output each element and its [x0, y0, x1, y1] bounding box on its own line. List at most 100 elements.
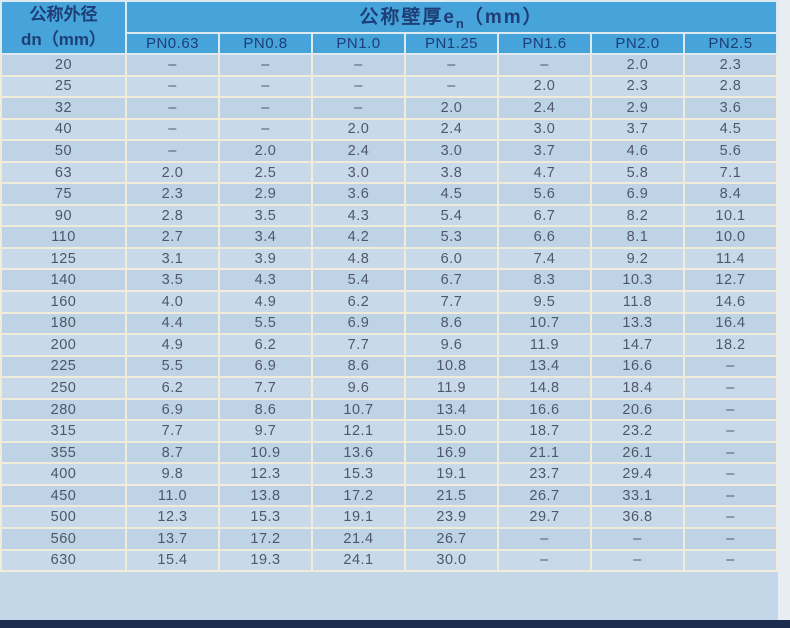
- thickness-value-cell: –: [311, 96, 406, 120]
- thickness-value-cell: –: [590, 548, 685, 573]
- thickness-value-cell: 7.4: [497, 246, 592, 271]
- thickness-value-cell: 6.9: [590, 182, 685, 206]
- thickness-value-cell: 11.8: [590, 290, 685, 314]
- table-row: 250 6.2 7.7 9.6 11.9 14.8 18.4–: [0, 376, 778, 400]
- thickness-value-cell: –: [683, 527, 778, 551]
- thickness-value-cell: 2.4: [404, 117, 499, 142]
- thickness-value-cell: –: [497, 527, 592, 551]
- thickness-value-cell: 21.1: [497, 440, 592, 465]
- thickness-value-cell: –: [125, 117, 220, 142]
- pn-column-header: PN2.5: [683, 31, 778, 55]
- thickness-value-cell: 3.0: [497, 117, 592, 142]
- table-row: 500 12.3 15.3 19.1 23.9 29.7 36.8–: [0, 505, 778, 530]
- thickness-value-cell: –: [311, 74, 406, 99]
- thickness-value-cell: –: [683, 397, 778, 422]
- dn-value-cell: 250: [0, 376, 127, 400]
- thickness-value-cell: 33.1: [590, 483, 685, 508]
- thickness-value-cell: –: [218, 74, 313, 99]
- thickness-value-cell: 8.1: [590, 225, 685, 249]
- dn-header-line1: 公称外径: [29, 4, 98, 24]
- pn-column-header: PN1.25: [404, 31, 499, 55]
- table-row: 225 5.5 6.9 8.6 10.8 13.4 16.6–: [0, 354, 778, 379]
- dn-value-cell: 225: [0, 354, 127, 379]
- thickness-value-cell: 30.0: [404, 548, 499, 573]
- dn-value-cell: 400: [0, 462, 127, 486]
- thickness-value-cell: 10.9: [218, 440, 313, 465]
- thickness-value-cell: –: [683, 354, 778, 379]
- dn-value-cell: 500: [0, 505, 127, 530]
- thickness-value-cell: 9.6: [404, 333, 499, 357]
- thickness-value-cell: 6.0: [404, 246, 499, 271]
- main-header-row: 公称外径 dn（mm） 公称壁厚en（mm）: [0, 0, 778, 55]
- dn-value-cell: 355: [0, 440, 127, 465]
- pn-column-header: PN1.0: [311, 31, 406, 55]
- thickness-value-cell: 8.6: [311, 354, 406, 379]
- thickness-value-cell: 6.2: [125, 376, 220, 400]
- thickness-value-cell: 10.8: [404, 354, 499, 379]
- thickness-value-cell: 4.5: [683, 117, 778, 142]
- thickness-value-cell: 29.7: [497, 505, 592, 530]
- dn-column-header: 公称外径 dn（mm）: [0, 0, 127, 55]
- thickness-value-cell: 11.0: [125, 483, 220, 508]
- thickness-value-cell: 6.2: [218, 333, 313, 357]
- thickness-value-cell: 3.7: [590, 117, 685, 142]
- thickness-value-cell: 6.6: [497, 225, 592, 249]
- thickness-value-cell: 9.8: [125, 462, 220, 486]
- thickness-value-cell: 4.3: [311, 203, 406, 228]
- thickness-value-cell: –: [497, 53, 592, 77]
- thickness-value-cell: 15.3: [311, 462, 406, 486]
- table-row: 560 13.7 17.2 21.4 26.7– – –: [0, 527, 778, 551]
- thickness-value-cell: 15.4: [125, 548, 220, 573]
- wall-thickness-header-text: 公称壁厚e: [359, 7, 456, 29]
- dn-value-cell: 20: [0, 53, 127, 77]
- thickness-value-cell: 18.4: [590, 376, 685, 400]
- thickness-value-cell: 13.6: [311, 440, 406, 465]
- thickness-value-cell: 6.9: [311, 311, 406, 336]
- table-row: 140 3.5 4.3 5.4 6.7 8.3 10.3 12.7: [0, 268, 778, 292]
- thickness-value-cell: 2.4: [311, 139, 406, 163]
- thickness-value-cell: –: [683, 440, 778, 465]
- table-row: 75 2.3 2.9 3.6 4.5 5.6 6.9 8.4: [0, 182, 778, 206]
- thickness-value-cell: 2.4: [497, 96, 592, 120]
- thickness-value-cell: 10.1: [683, 203, 778, 228]
- thickness-value-cell: 4.6: [590, 139, 685, 163]
- thickness-value-cell: 5.3: [404, 225, 499, 249]
- thickness-value-cell: 2.0: [311, 117, 406, 142]
- thickness-value-cell: 5.5: [125, 354, 220, 379]
- thickness-value-cell: 5.6: [497, 182, 592, 206]
- thickness-value-cell: –: [497, 548, 592, 573]
- thickness-value-cell: 2.8: [125, 203, 220, 228]
- thickness-value-cell: 5.8: [590, 160, 685, 185]
- thickness-value-cell: 2.0: [218, 139, 313, 163]
- thickness-value-cell: 23.9: [404, 505, 499, 530]
- thickness-value-cell: 13.4: [404, 397, 499, 422]
- dn-value-cell: 25: [0, 74, 127, 99]
- thickness-value-cell: 26.1: [590, 440, 685, 465]
- dn-value-cell: 140: [0, 268, 127, 292]
- thickness-value-cell: 12.3: [125, 505, 220, 530]
- thickness-value-cell: 3.7: [497, 139, 592, 163]
- thickness-value-cell: –: [683, 419, 778, 443]
- thickness-value-cell: 6.7: [404, 268, 499, 292]
- pn-column-header: PN0.63: [125, 31, 220, 55]
- thickness-value-cell: 8.4: [683, 182, 778, 206]
- dn-value-cell: 560: [0, 527, 127, 551]
- thickness-value-cell: –: [683, 376, 778, 400]
- table-body: 20– – – – –2.0 2.3 25– – – –2.0 2.3 2.8 32– – –2.0 2.4 2…: [0, 53, 778, 573]
- thickness-value-cell: 23.7: [497, 462, 592, 486]
- thickness-value-cell: 6.7: [497, 203, 592, 228]
- dn-value-cell: 110: [0, 225, 127, 249]
- table-row: 50–2.0 2.4 3.0 3.7 4.6 5.6: [0, 139, 778, 163]
- table-row: 280 6.9 8.6 10.7 13.4 16.6 20.6–: [0, 397, 778, 422]
- table-row: 450 11.0 13.8 17.2 21.5 26.7 33.1–: [0, 483, 778, 508]
- table-row: 63 2.0 2.5 3.0 3.8 4.7 5.8 7.1: [0, 160, 778, 185]
- thickness-value-cell: 19.1: [311, 505, 406, 530]
- thickness-value-cell: 8.6: [218, 397, 313, 422]
- dn-value-cell: 125: [0, 246, 127, 271]
- thickness-value-cell: 18.7: [497, 419, 592, 443]
- thickness-value-cell: 7.1: [683, 160, 778, 185]
- pn-column-header: PN0.8: [218, 31, 313, 55]
- dn-value-cell: 50: [0, 139, 127, 163]
- thickness-value-cell: 12.1: [311, 419, 406, 443]
- thickness-value-cell: 7.7: [218, 376, 313, 400]
